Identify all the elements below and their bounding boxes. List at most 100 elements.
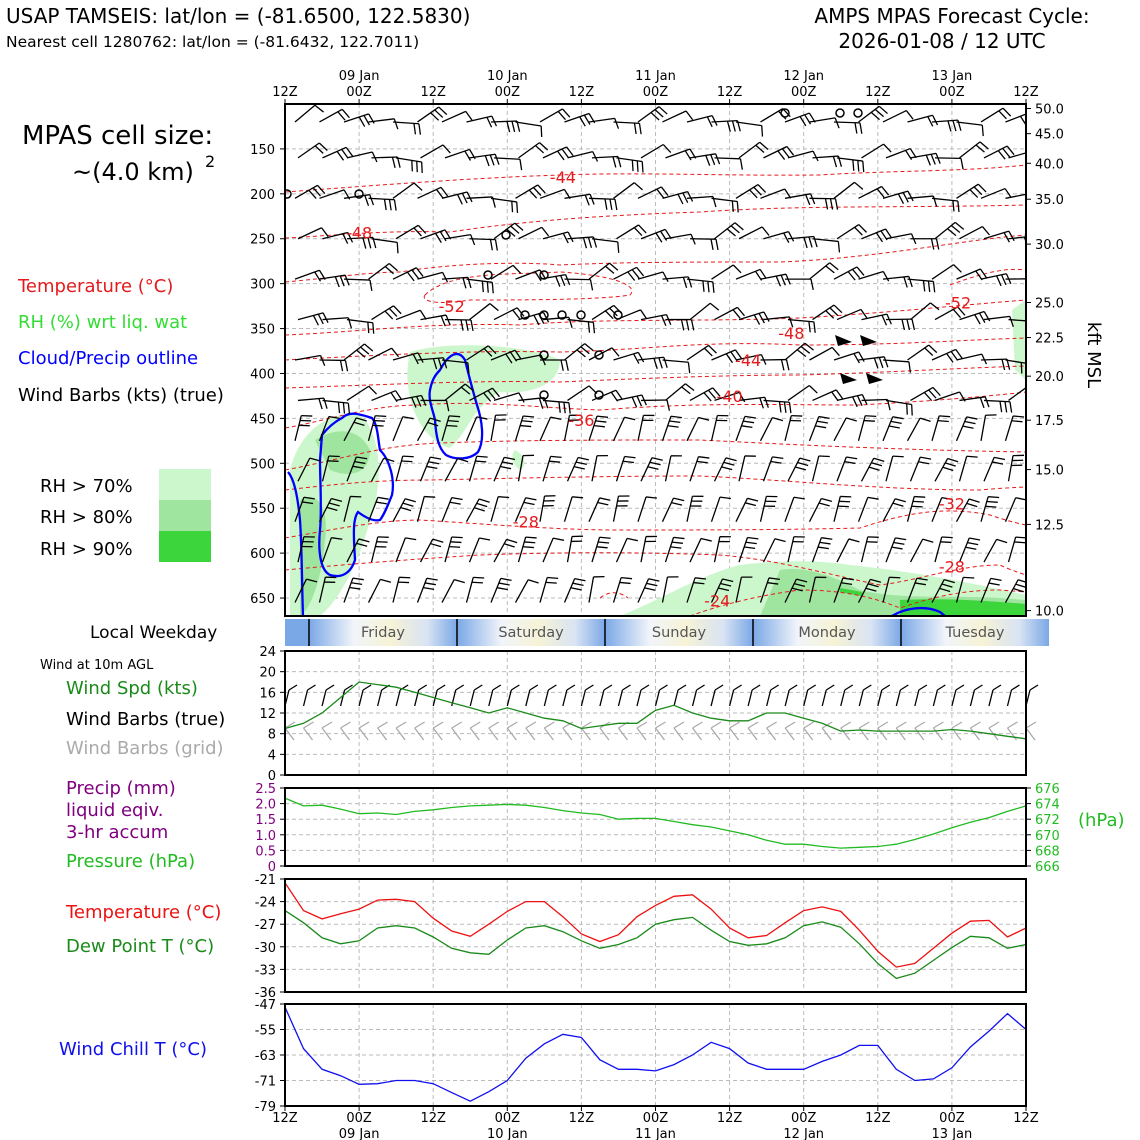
true-barb-staff [469,689,475,707]
surface-wind-barb-grid [469,721,481,741]
wind-barb [417,271,449,283]
surface-wind-barb-grid [840,721,852,741]
wind-barb [714,157,743,170]
wind-barb [787,150,819,162]
wind-barb-staff [294,497,305,522]
wind-barb [857,496,879,522]
wind-barb-feather [928,389,937,399]
wind-barb [836,456,858,482]
grid-barb-feather [451,721,463,729]
wind-barb-staff [318,498,332,522]
wind-barb [836,393,868,408]
wind-barb-feather [939,415,951,418]
wind-barb [959,396,990,409]
wind-barb-feather [857,160,860,172]
wind-barb-feather [759,269,767,279]
wind-barb-staff [931,415,940,442]
surface-wind-barb-true [988,684,1002,707]
wind-barb-staff [763,399,790,403]
wind-barb [1007,536,1026,563]
wind-barb-feather [1041,543,1052,545]
wind-barb-staff [417,186,442,199]
wind-barb [934,536,953,563]
wind-barb-staff [444,148,470,159]
wind-barb-feather [439,231,447,242]
wind-barb-feather [516,201,519,213]
wind-barb [882,109,914,123]
wind-barb [346,456,368,482]
surface-wind-barb-grid [451,721,463,741]
weekday-day-band [309,619,457,646]
wind-barb [468,537,491,563]
surface-wind-barb-grid [877,721,889,741]
temperature-panel: -36-33-30-27-24-21 [255,873,1027,1001]
surface-wind-barb-true [284,684,298,707]
wind-barb-staff [784,342,806,361]
wind-barb-staff [1030,578,1037,603]
true-barb-feather [733,684,742,691]
wind-barb-staff [518,142,540,159]
wind-barb [640,457,663,482]
wind-barb-staff [811,455,820,482]
weekday-day-label: Sunday [652,625,707,641]
wind-barb [787,235,818,249]
wind-barb-staff [787,457,801,482]
wind-barb-staff [441,415,450,442]
wind-barb-feather [334,276,340,288]
wind-barb-staff [469,153,496,159]
wind-barb-feather [1001,359,1006,371]
kft-tick-label: 30.0 [1035,238,1064,253]
grid-barb-feather [636,721,648,729]
wind-barb-feather [539,269,547,280]
wind-barb-feather [804,114,812,125]
wind-barb-feather [655,232,663,243]
bottom-time-tick-label: 00Z [643,1111,669,1126]
top-date-label: 09 Jan [339,69,380,84]
calm-circle [594,390,604,400]
wind-barb-staff [613,182,635,199]
pressure-tick-label: 150 [250,143,275,158]
wind-barb-feather [521,420,533,423]
wind-barb-staff [392,267,417,280]
wind-barb-staff [564,193,591,199]
wind-barb [588,347,620,361]
grid-barb-feather [747,721,759,729]
wind-barb [444,148,476,161]
wind-barb-staff [493,457,505,482]
wind-barb [490,496,510,522]
wind-barb [661,576,679,603]
wind-barb-feather [645,496,658,499]
wind-barb [980,414,997,441]
wind-barb-feather [895,498,906,503]
wind-barb-feather [808,385,818,394]
wind-barb-feather [1052,392,1059,401]
wind-barb-staff [490,578,502,603]
wind-barb-feather [633,182,643,191]
wind-barb-feather [1013,415,1025,418]
wind-barb [686,344,717,361]
wind-barb-feather [875,232,883,243]
wind-barb-staff [1004,415,1014,442]
station-title: USAP TAMSEIS: lat/lon = (-81.6500, 122.5… [6,4,470,28]
wind-barb-feather [903,276,908,288]
wind-barb-feather [450,541,462,544]
wind-barb-staff [689,456,700,482]
wind-barb-feather [731,120,736,132]
wind-barb-feather [314,271,322,282]
wind-barb-staff [441,579,455,603]
wind-barb-feather [726,120,731,132]
wind-barb-feather [464,150,472,161]
wind-barb-feather [725,353,734,364]
wind-barb [518,226,550,240]
grid-barb-feather [377,721,388,729]
wind-barb-staff [469,303,491,321]
wind-barb [959,141,989,159]
wind-barb-feather [861,394,868,405]
wind-barb-feather [312,315,319,326]
grid-barb-staff [877,727,888,741]
wind-barb-staff [907,195,934,199]
wind-barb-staff [784,497,795,522]
wind-barb-feather [706,116,713,128]
wind-barb-feather [854,122,858,134]
wind-barb [738,455,756,482]
